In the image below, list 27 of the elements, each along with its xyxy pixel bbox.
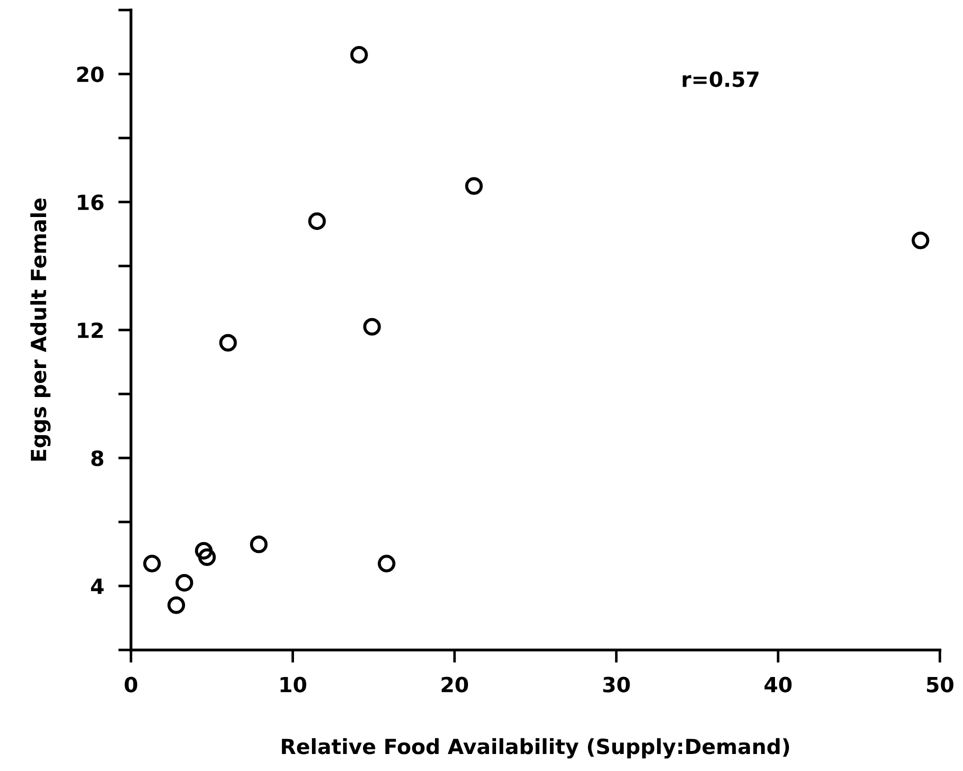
point [912, 232, 930, 250]
point [465, 177, 483, 195]
point [250, 536, 268, 554]
point [198, 548, 216, 566]
annotation: r=0.57 [682, 71, 759, 88]
y-axis-title: Eggs per Adult Female [30, 198, 51, 461]
point [219, 334, 237, 352]
x-tick-label: 10 [280, 676, 306, 692]
point [363, 318, 381, 336]
x-axis-title: Relative Food Availability (Supply:Demand) [282, 738, 790, 758]
x-tick-label: 40 [764, 676, 792, 692]
y-tick-label: 12 [78, 322, 103, 338]
point [350, 46, 368, 64]
point [176, 574, 194, 592]
point [308, 212, 326, 230]
x-tick-label: 0 [124, 676, 138, 692]
point [378, 554, 396, 572]
x-tick-label: 50 [927, 676, 954, 692]
x-tick-label: 30 [603, 676, 630, 692]
y-tick-label: 20 [77, 66, 104, 82]
point [194, 542, 213, 560]
point [143, 554, 161, 572]
y-tick-label: 16 [78, 194, 104, 210]
point [167, 596, 186, 614]
y-tick-label: 4 [91, 578, 104, 594]
y-tick-label: 8 [91, 450, 104, 466]
x-tick-label: 20 [442, 676, 468, 692]
